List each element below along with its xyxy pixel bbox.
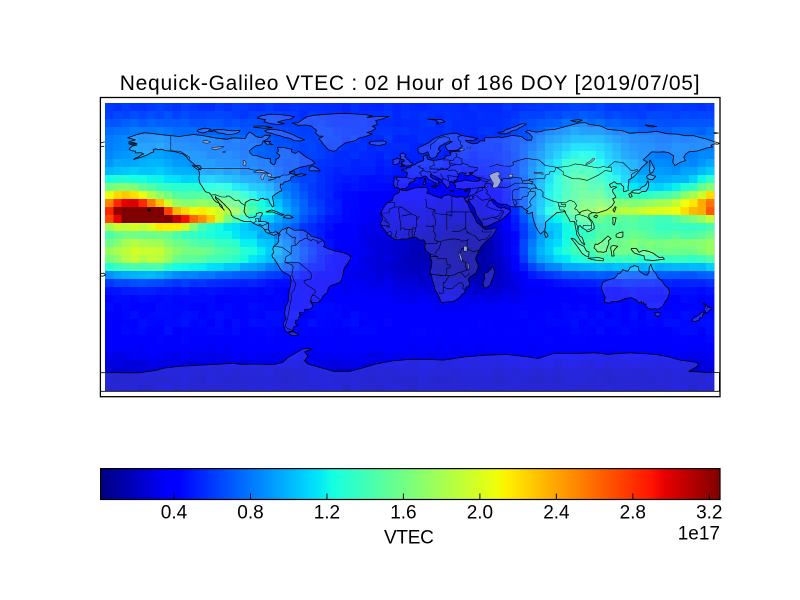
svg-text:VTEC: VTEC: [384, 528, 433, 549]
svg-text:2.4: 2.4: [543, 503, 570, 524]
svg-text:3.2: 3.2: [696, 503, 722, 524]
svg-text:0.8: 0.8: [237, 503, 263, 524]
svg-text:1.6: 1.6: [390, 503, 416, 524]
svg-text:0.4: 0.4: [161, 503, 188, 524]
svg-text:Nequick-Galileo VTEC : 02 Hour: Nequick-Galileo VTEC : 02 Hour of 186 DO…: [120, 72, 701, 95]
svg-text:1.2: 1.2: [314, 503, 340, 524]
svg-text:1e17: 1e17: [678, 524, 720, 545]
svg-text:2.0: 2.0: [467, 503, 493, 524]
svg-text:2.8: 2.8: [620, 503, 646, 524]
